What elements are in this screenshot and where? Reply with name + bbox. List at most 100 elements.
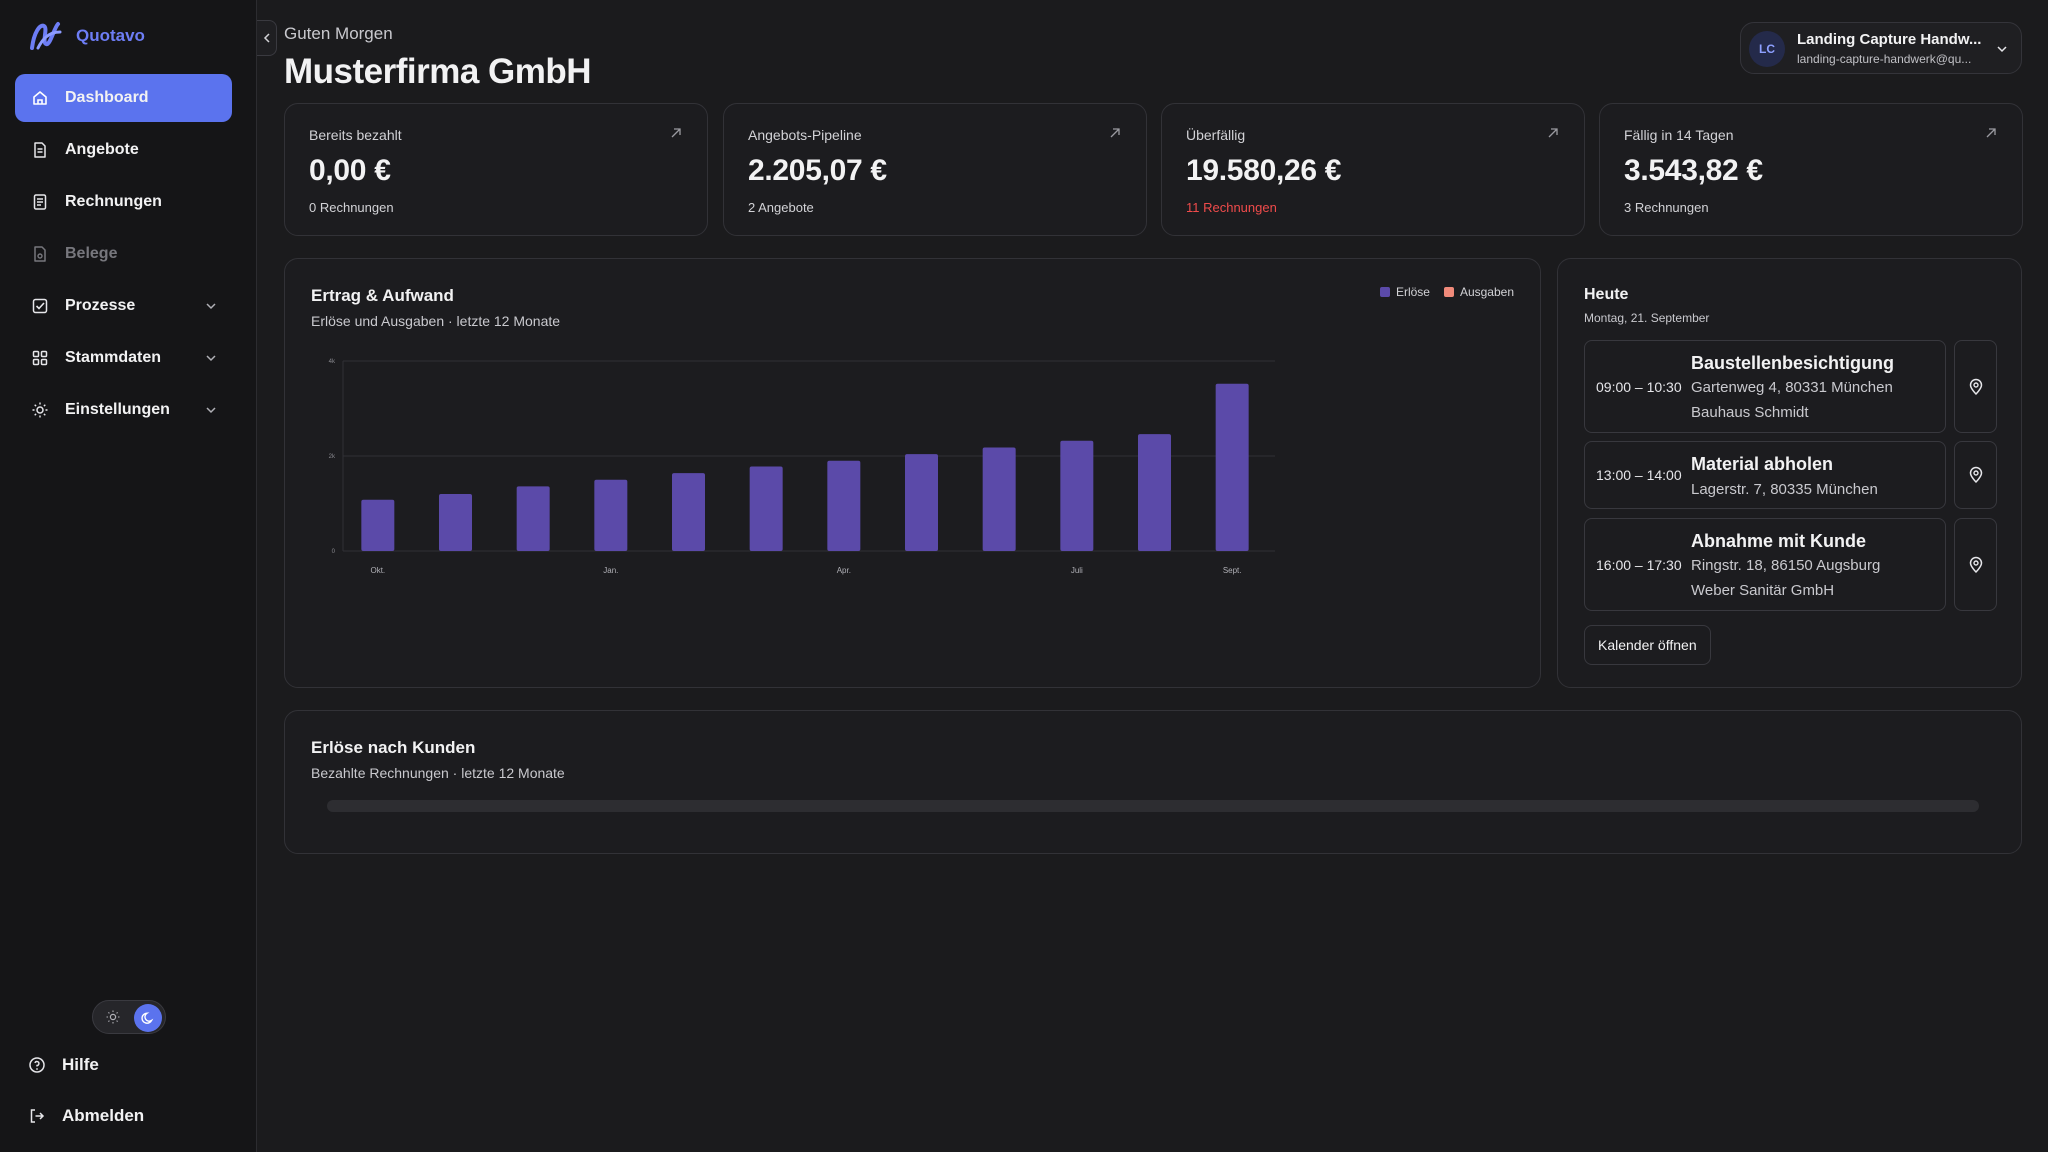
chevron-down-icon [1997,46,2007,53]
chevron-down-icon [206,407,216,414]
kpi-card-pipeline[interactable]: Angebots-Pipeline 2.205,07 € 2 Angebote [723,103,1147,236]
x-tick-label: Juli [1071,566,1083,575]
page-title: Musterfirma GmbH [284,52,592,91]
avatar: LC [1749,31,1785,67]
legend-swatch [1443,287,1454,297]
legend-item-erloese[interactable]: Erlöse [1379,285,1430,299]
x-tick-label: Sept. [1223,566,1242,575]
map-pin-icon [1969,378,1982,395]
sidebar-item-label: Prozesse [65,297,136,314]
arrow-up-right-icon [1986,128,1996,138]
logout-link[interactable]: Abmelden [28,1106,228,1126]
appointment-title: Baustellenbesichtigung [1691,353,1895,373]
brand[interactable]: Quotavo [28,18,145,54]
legend-item-ausgaben[interactable]: Ausgaben [1443,285,1514,299]
y-tick-label: 2k [329,454,336,460]
sidebar-item-prozesse[interactable]: Prozesse [15,282,232,330]
logout-label: Abmelden [62,1106,145,1125]
chevron-down-icon [206,355,216,362]
appointment-address: Gartenweg 4, 80331 München [1691,379,1893,396]
brand-name: Quotavo [76,26,145,45]
appointment-customer: Weber Sanitär GmbH [1691,582,1835,599]
appointment-address: Ringstr. 18, 86150 Augsburg [1691,557,1881,574]
today-card: Heute Montag, 21. September 09:00 – 10:3… [1557,258,2022,688]
appointment-time: 09:00 – 10:30 [1596,379,1682,395]
appointment-item[interactable]: 16:00 – 17:30 Abnahme mit Kunde Ringstr.… [1584,518,1946,611]
kpi-card-faellig-14[interactable]: Fällig in 14 Tagen 3.543,82 € 3 Rechnung… [1599,103,2023,236]
kpi-value: 2.205,07 € [748,154,887,187]
y-tick-label: 4k [329,359,336,365]
sidebar-item-dashboard[interactable]: Dashboard [15,74,232,122]
kpi-card-ueberfaellig[interactable]: Überfällig 19.580,26 € 11 Rechnungen [1161,103,1585,236]
y-tick-label: 0 [332,549,336,555]
collapse-sidebar-button[interactable] [257,20,277,56]
sidebar-item-label: Dashboard [65,89,149,106]
main-nav: Dashboard Angebote Rechnungen Belege Pro… [15,74,232,438]
sidebar-item-label: Rechnungen [65,193,162,210]
sidebar-item-belege[interactable]: Belege [15,230,232,278]
customers-title: Erlöse nach Kunden [311,738,476,757]
arrow-up-right-icon [1548,128,1558,138]
sidebar-item-label: Einstellungen [65,401,170,418]
loading-skeleton-bar [327,800,1979,812]
kpi-label: Bereits bezahlt [309,127,402,143]
user-menu[interactable]: LC Landing Capture Handw... landing-capt… [1740,22,2022,74]
map-pin-button[interactable] [1954,441,1997,509]
revenue-chart-card: Ertrag & Aufwand Erlöse und Ausgaben · l… [284,258,1541,688]
appointment-time: 16:00 – 17:30 [1596,557,1682,573]
appointment-item[interactable]: 13:00 – 14:00 Material abholen Lagerstr.… [1584,441,1946,509]
open-calendar-button[interactable]: Kalender öffnen [1584,625,1711,665]
kpi-sub: 0 Rechnungen [309,200,394,215]
legend-label: Ausgaben [1459,285,1514,299]
appointment-title: Material abholen [1691,454,1834,474]
theme-toggle[interactable] [92,1000,166,1034]
arrow-up-right-icon [671,128,681,138]
bar-erloese [672,473,705,551]
dark-mode-button[interactable] [134,1004,162,1032]
bar-erloese [516,486,550,551]
appointment-title: Abnahme mit Kunde [1691,531,1867,551]
sidebar: Quotavo Dashboard Angebote Rechnungen Be… [0,0,257,1152]
bar-erloese [1138,434,1171,551]
sidebar-item-label: Stammdaten [65,349,162,366]
chart-subtitle: Erlöse und Ausgaben · letzte 12 Monate [311,313,561,329]
appointment-time: 13:00 – 14:00 [1596,467,1682,483]
sun-gear-icon [32,402,48,418]
sun-icon[interactable] [105,1009,121,1025]
chart-title: Ertrag & Aufwand [311,286,454,305]
map-pin-icon [1969,466,1982,484]
kpi-card-bezahlt[interactable]: Bereits bezahlt 0,00 € 0 Rechnungen [284,103,708,236]
bar-erloese [1215,383,1249,551]
x-tick-label: Apr. [837,566,851,575]
bar-erloese [594,479,628,551]
kpi-value: 0,00 € [309,154,391,187]
appointment-customer: Bauhaus Schmidt [1691,404,1809,421]
kpi-label: Angebots-Pipeline [748,127,862,143]
chevron-down-icon [206,303,216,310]
home-icon [33,91,47,105]
sidebar-item-einstellungen[interactable]: Einstellungen [15,386,232,434]
greeting: Guten Morgen [284,24,393,43]
help-link[interactable]: Hilfe [28,1055,228,1075]
grid-icon [32,350,48,366]
bar-erloese [439,494,472,551]
moon-icon [141,1012,154,1024]
kpi-value: 3.543,82 € [1624,154,1763,187]
chevron-left-icon [263,33,270,43]
customers-subtitle: Bezahlte Rechnungen · letzte 12 Monate [311,765,565,781]
sidebar-item-stammdaten[interactable]: Stammdaten [15,334,232,382]
bar-erloese [1060,440,1094,551]
bar-erloese [749,466,783,551]
sidebar-item-rechnungen[interactable]: Rechnungen [15,178,232,226]
x-tick-label: Okt. [370,566,385,575]
help-circle-icon [29,1057,45,1073]
map-pin-button[interactable] [1954,340,1997,433]
chart-legend: Erlöse Ausgaben [1379,285,1514,299]
legend-swatch [1379,287,1390,297]
appointment-address: Lagerstr. 7, 80335 München [1691,481,1878,498]
customers-card: Erlöse nach Kunden Bezahlte Rechnungen ·… [284,710,2022,854]
today-title: Heute [1584,286,1629,303]
sidebar-item-angebote[interactable]: Angebote [15,126,232,174]
map-pin-button[interactable] [1954,518,1997,611]
appointment-item[interactable]: 09:00 – 10:30 Baustellenbesichtigung Gar… [1584,340,1946,433]
